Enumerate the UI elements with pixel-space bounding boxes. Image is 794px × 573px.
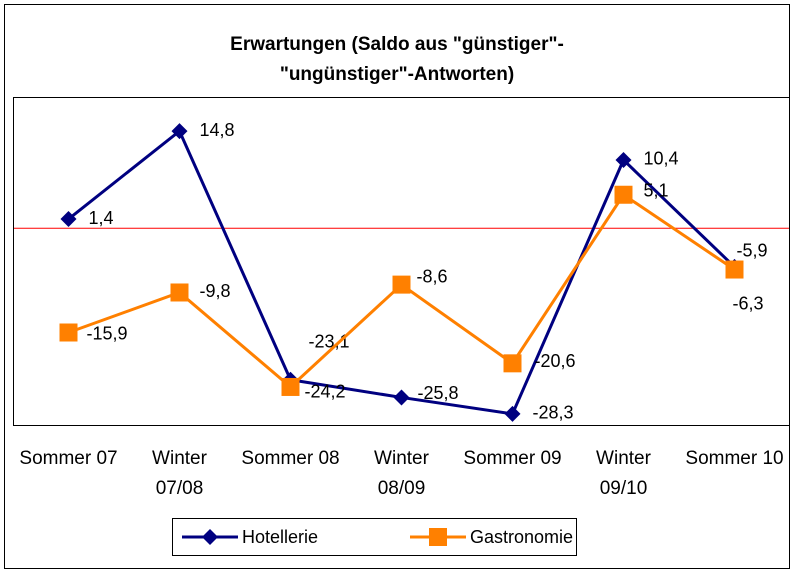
data-label: -5,9 [737,241,768,261]
series-line [67,128,736,416]
x-tick-label: Sommer 10 [685,448,784,469]
data-label: -25,8 [418,383,459,403]
marker [615,151,632,168]
x-tick-label: Winter 09/10 [596,448,651,499]
marker [393,389,410,406]
plot-area [13,97,790,426]
data-label: -15,9 [87,323,128,343]
data-label: 10,4 [644,149,679,169]
chart-title: Erwartungen (Saldo aus "günstiger"- "ung… [230,34,564,85]
x-tick-label: Sommer 09 [463,448,562,469]
data-label: -8,6 [417,266,448,286]
data-label: -23,1 [309,331,350,351]
data-label: -24,2 [305,382,346,402]
marker [503,354,522,373]
data-label: 5,1 [644,180,669,200]
marker [59,323,78,342]
x-tick-label: Sommer 08 [241,448,340,469]
legend-label: Gastronomie [470,527,573,547]
data-label: -28,3 [533,403,574,423]
data-label: -20,6 [535,351,576,371]
marker [281,377,300,396]
marker [202,529,218,545]
marker [170,283,189,302]
data-label: -6,3 [733,293,764,313]
x-tick-label: Sommer 07 [19,448,118,469]
marker [392,275,411,294]
data-label: 14,8 [200,120,235,140]
x-tick-label: Winter 07/08 [152,448,207,499]
legend-box [172,518,577,556]
marker [60,211,77,228]
data-label: -9,8 [200,281,231,301]
marker [725,260,744,279]
marker [171,123,188,140]
legend-label: Hotellerie [242,527,318,547]
marker [504,405,521,422]
x-tick-label: Winter 08/09 [374,448,429,499]
data-label: 1,4 [89,208,114,228]
marker [614,185,633,204]
marker [429,528,447,546]
